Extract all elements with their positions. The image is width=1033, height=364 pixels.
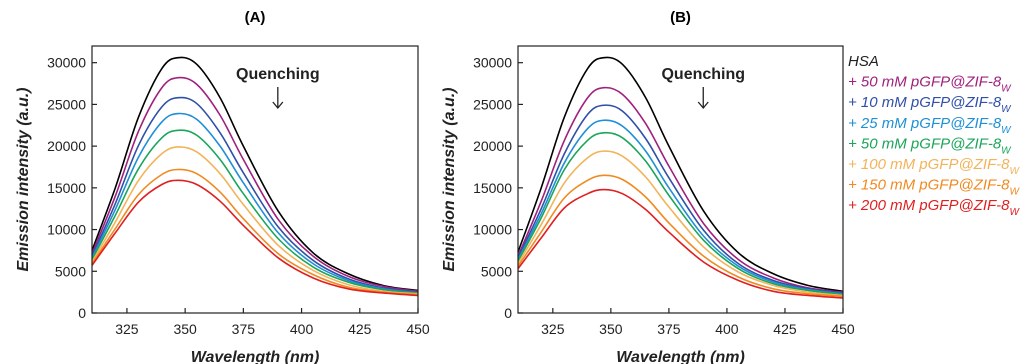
series-line-2 xyxy=(517,104,844,294)
y-tick-label: 20000 xyxy=(473,138,512,154)
series-line-4 xyxy=(517,131,844,296)
y-tick-label: 30000 xyxy=(47,55,86,71)
legend-item: + 50 mM pGFP@ZIF-8W xyxy=(848,135,1012,156)
y-tick-label: 10000 xyxy=(47,222,86,238)
y-tick-label: 25000 xyxy=(473,96,512,112)
legend-item: + 100 mM pGFP@ZIF-8W xyxy=(848,156,1021,177)
chart-panel-a: (A) 325 350 375 400 425 450 0 5000 10000 15000 2000… xyxy=(15,9,430,364)
x-tick-label: 375 xyxy=(657,321,681,337)
x-tick-label: 400 xyxy=(715,321,739,337)
x-tick-label: 350 xyxy=(173,321,197,337)
y-axis-label: Emission intensity (a.u.) xyxy=(15,87,32,271)
series-line-4 xyxy=(91,129,419,294)
legend-item: + 200 mM pGFP@ZIF-8W xyxy=(848,197,1021,218)
legend-item: + 10 mM pGFP@ZIF-8W xyxy=(848,94,1012,115)
series-line-5 xyxy=(91,146,419,295)
down-arrow-icon xyxy=(697,87,709,110)
y-tick-label: 20000 xyxy=(47,138,86,154)
legend-item: HSA xyxy=(848,53,879,70)
y-tick-label: 10000 xyxy=(473,222,512,238)
legend-item: + 150 mM pGFP@ZIF-8W xyxy=(848,177,1021,198)
x-tick-label: 425 xyxy=(773,321,797,337)
y-tick-label: 0 xyxy=(504,305,512,321)
y-tick-label: 25000 xyxy=(47,96,86,112)
plot-frame xyxy=(517,45,844,314)
series-line-7 xyxy=(91,179,419,297)
x-tick-label: 375 xyxy=(232,321,256,337)
series-line-6 xyxy=(91,168,419,296)
series-line-1 xyxy=(517,86,844,293)
y-tick-label: 5000 xyxy=(55,263,86,279)
quenching-annotation: Quenching xyxy=(236,66,320,83)
y-tick-label: 30000 xyxy=(473,55,512,71)
series-line-2 xyxy=(91,96,419,293)
x-axis-label: Wavelength (nm) xyxy=(616,349,745,364)
x-tick-label: 450 xyxy=(406,321,430,337)
y-tick-label: 5000 xyxy=(481,263,512,279)
series-line-1 xyxy=(91,76,419,293)
x-tick-label: 325 xyxy=(115,321,139,337)
down-arrow-icon xyxy=(272,87,284,110)
x-axis-label: Wavelength (nm) xyxy=(191,349,320,364)
series-line-3 xyxy=(517,119,844,295)
legend-item: + 25 mM pGFP@ZIF-8W xyxy=(848,115,1012,136)
series-line-0 xyxy=(91,56,419,292)
panel-title: (B) xyxy=(670,9,691,26)
plot-frame xyxy=(91,45,419,314)
x-tick-label: 350 xyxy=(599,321,623,337)
series-line-7 xyxy=(517,188,844,299)
x-tick-label: 450 xyxy=(831,321,855,337)
legend-item: + 50 mM pGFP@ZIF-8W xyxy=(848,74,1012,95)
x-tick-label: 425 xyxy=(348,321,372,337)
series-line-6 xyxy=(517,174,844,298)
legend: HSA+ 50 mM pGFP@ZIF-8W+ 10 mM pGFP@ZIF-8… xyxy=(848,53,1021,218)
series-line-5 xyxy=(517,150,844,297)
chart-panel-b: (B) 325 350 375 400 425 450 0 5000 10000 15000 2000… xyxy=(441,9,855,364)
x-tick-label: 400 xyxy=(290,321,314,337)
series-line-0 xyxy=(517,56,844,293)
y-tick-label: 15000 xyxy=(473,180,512,196)
quenching-annotation: Quenching xyxy=(661,66,745,83)
y-tick-label: 15000 xyxy=(47,180,86,196)
x-tick-label: 325 xyxy=(541,321,565,337)
panel-title: (A) xyxy=(245,9,266,26)
series-line-3 xyxy=(91,112,419,294)
y-axis-label: Emission intensity (a.u.) xyxy=(441,87,458,271)
y-tick-label: 0 xyxy=(78,305,86,321)
